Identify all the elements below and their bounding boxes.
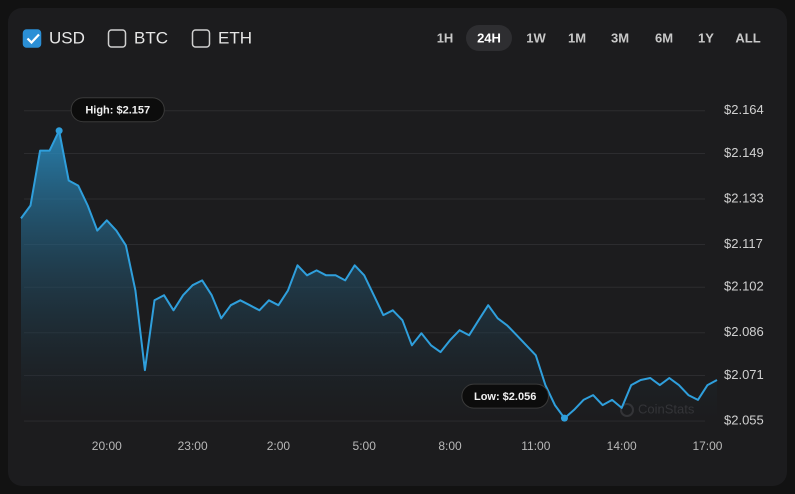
range-button[interactable]: 1M — [568, 30, 586, 45]
x-tick-label: 17:00 — [692, 439, 722, 453]
annotation-pill — [70, 97, 165, 123]
extreme-point — [560, 414, 568, 422]
y-tick-label: $2.133 — [724, 190, 764, 205]
range-label[interactable]: ALL — [735, 30, 760, 45]
range-label[interactable]: 1M — [568, 30, 586, 45]
y-tick-label: $2.149 — [724, 145, 764, 160]
y-tick-label: $2.102 — [724, 279, 764, 294]
check-mark — [26, 33, 40, 45]
y-tick-label: $2.071 — [724, 367, 764, 382]
x-tick-label: 11:00 — [521, 439, 550, 453]
y-tick-label: $2.086 — [724, 324, 764, 339]
annotation-label: High: $2.157 — [85, 105, 150, 117]
range-button[interactable]: ALL — [735, 30, 760, 45]
range-label[interactable]: 24H — [477, 30, 501, 45]
currency-toggle[interactable]: BTC — [107, 28, 169, 48]
x-tick-label: 20:00 — [92, 439, 122, 453]
currency-toggle[interactable]: ETH — [191, 28, 253, 48]
x-tick-label: 8:00 — [438, 439, 462, 453]
checkbox[interactable] — [107, 29, 127, 48]
range-label[interactable]: 1H — [437, 30, 454, 45]
x-tick-label: 23:00 — [178, 439, 208, 453]
currency-label[interactable]: USD — [49, 28, 85, 47]
price-area — [21, 130, 717, 421]
checkbox[interactable] — [191, 29, 211, 48]
range-button[interactable]: 1Y — [698, 30, 714, 45]
currency-label[interactable]: BTC — [134, 28, 168, 47]
range-button[interactable]: 1H — [437, 30, 454, 45]
extreme-point — [55, 127, 63, 135]
range-button[interactable]: 24H — [466, 25, 512, 51]
range-selected-pill[interactable] — [466, 25, 512, 51]
range-label[interactable]: 6M — [655, 30, 673, 45]
currency-toggle[interactable]: USD — [22, 28, 85, 48]
annotation-pill — [461, 383, 549, 409]
y-tick-label: $2.164 — [724, 102, 764, 117]
annotation-label: Low: $2.056 — [474, 391, 536, 403]
range-label[interactable]: 3M — [611, 30, 629, 45]
range-button[interactable]: 6M — [655, 30, 673, 45]
price-line — [20, 129, 718, 420]
y-tick-label: $2.117 — [724, 236, 763, 251]
range-label[interactable]: 1W — [526, 30, 546, 45]
y-tick-label: $2.055 — [724, 412, 764, 427]
range-label[interactable]: 1Y — [698, 30, 714, 45]
x-tick-label: 5:00 — [353, 439, 377, 453]
x-tick-label: 14:00 — [607, 439, 637, 453]
checkbox[interactable] — [22, 29, 42, 48]
currency-label[interactable]: ETH — [218, 28, 252, 47]
x-tick-label: 2:00 — [267, 439, 291, 453]
range-button[interactable]: 1W — [526, 30, 546, 45]
range-button[interactable]: 3M — [611, 30, 629, 45]
